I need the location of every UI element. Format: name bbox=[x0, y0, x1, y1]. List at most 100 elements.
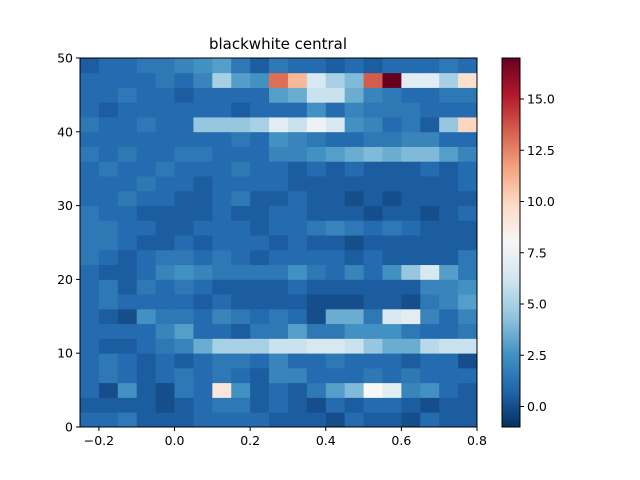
heatmap-cell bbox=[439, 102, 459, 118]
heatmap-cell bbox=[155, 146, 175, 162]
heatmap-cell bbox=[174, 279, 194, 295]
heatmap-cell bbox=[98, 146, 119, 162]
heatmap-cell bbox=[420, 146, 440, 162]
heatmap-cell bbox=[382, 249, 402, 266]
heatmap-cell bbox=[231, 382, 251, 398]
heatmap-cell bbox=[231, 367, 251, 384]
heatmap-cell bbox=[155, 353, 175, 369]
heatmap-cell bbox=[306, 279, 327, 295]
heatmap-cell bbox=[174, 190, 194, 206]
heatmap-cell bbox=[458, 308, 478, 325]
heatmap-cell bbox=[420, 117, 440, 133]
heatmap-cell bbox=[193, 249, 213, 266]
heatmap-cell bbox=[193, 205, 213, 221]
heatmap-cell bbox=[401, 176, 421, 192]
heatmap-cell bbox=[306, 117, 327, 133]
heatmap-cell bbox=[231, 294, 251, 310]
heatmap-cell bbox=[80, 397, 100, 413]
heatmap-cell bbox=[344, 323, 364, 339]
heatmap-cell bbox=[458, 87, 478, 103]
heatmap-cell bbox=[136, 338, 157, 354]
heatmap-cell bbox=[344, 353, 364, 369]
x-tick-label: 0.6 bbox=[391, 433, 411, 448]
heatmap-cell bbox=[155, 235, 175, 251]
heatmap-cell bbox=[155, 382, 175, 398]
chart-title: blackwhite central bbox=[209, 35, 347, 53]
heatmap-cell bbox=[212, 87, 232, 103]
heatmap-cell bbox=[155, 264, 175, 280]
heatmap-cell bbox=[439, 338, 459, 354]
heatmap-cell bbox=[344, 117, 364, 133]
heatmap-cell bbox=[287, 146, 308, 162]
heatmap-cell bbox=[250, 382, 270, 398]
heatmap-cell bbox=[117, 308, 138, 325]
heatmap-cell bbox=[269, 117, 289, 133]
heatmap-cell bbox=[136, 220, 157, 236]
heatmap-cell bbox=[193, 353, 213, 369]
heatmap-cell bbox=[439, 190, 459, 206]
heatmap-cell bbox=[174, 161, 194, 177]
heatmap-cell bbox=[382, 146, 402, 162]
heatmap-cell bbox=[98, 412, 119, 428]
heatmap-cell bbox=[401, 294, 421, 310]
heatmap-cell bbox=[250, 102, 270, 118]
heatmap-cell bbox=[401, 220, 421, 236]
heatmap-cell bbox=[458, 220, 478, 236]
heatmap-cell bbox=[363, 294, 383, 310]
heatmap-cell bbox=[325, 102, 346, 118]
heatmap-cell bbox=[325, 176, 346, 192]
heatmap-cell bbox=[117, 205, 138, 221]
heatmap-cell bbox=[325, 249, 346, 266]
heatmap-cell bbox=[401, 323, 421, 339]
heatmap-cell bbox=[98, 72, 119, 88]
heatmap-cell bbox=[382, 279, 402, 295]
heatmap-cell bbox=[306, 220, 327, 236]
x-tick-label: 0.2 bbox=[240, 433, 260, 448]
colorbar-tick-label: 0.0 bbox=[527, 399, 547, 414]
heatmap-cell bbox=[458, 323, 478, 339]
heatmap-cell bbox=[80, 279, 100, 295]
heatmap-cell bbox=[458, 338, 478, 354]
heatmap-cell bbox=[98, 323, 119, 339]
heatmap-cell bbox=[117, 397, 138, 413]
heatmap-cell bbox=[420, 367, 440, 384]
heatmap-cell bbox=[287, 412, 308, 428]
heatmap-cell bbox=[344, 264, 364, 280]
heatmap-cell bbox=[401, 249, 421, 266]
heatmap-cell bbox=[382, 131, 402, 147]
heatmap-cell bbox=[212, 235, 232, 251]
heatmap-cell bbox=[344, 235, 364, 251]
heatmap-cell bbox=[174, 72, 194, 88]
heatmap-cell bbox=[287, 117, 308, 133]
colorbar-tick-label: 12.5 bbox=[527, 143, 555, 158]
heatmap-cell bbox=[401, 235, 421, 251]
heatmap-cell bbox=[401, 367, 421, 384]
heatmap-cell bbox=[250, 412, 270, 428]
heatmap-cell bbox=[401, 131, 421, 147]
heatmap-cell bbox=[193, 294, 213, 310]
heatmap-cell bbox=[382, 176, 402, 192]
heatmap-cell bbox=[98, 264, 119, 280]
heatmap-cell bbox=[325, 235, 346, 251]
heatmap-cell bbox=[155, 412, 175, 428]
heatmap-cell bbox=[231, 131, 251, 147]
heatmap-cell bbox=[250, 190, 270, 206]
heatmap-cell bbox=[231, 161, 251, 177]
heatmap-cell bbox=[325, 72, 346, 88]
heatmap-cell bbox=[174, 146, 194, 162]
heatmap-cell bbox=[458, 279, 478, 295]
heatmap-cell bbox=[98, 353, 119, 369]
heatmap-cell bbox=[382, 264, 402, 280]
heatmap-cell bbox=[193, 161, 213, 177]
heatmap-cell bbox=[117, 131, 138, 147]
x-tick-label: −0.2 bbox=[84, 433, 114, 448]
heatmap-cell bbox=[231, 117, 251, 133]
heatmap-cell bbox=[174, 220, 194, 236]
heatmap-cell bbox=[439, 353, 459, 369]
x-tick-label: 0.0 bbox=[165, 433, 185, 448]
heatmap-cell bbox=[382, 412, 402, 428]
heatmap-cell bbox=[439, 176, 459, 192]
heatmap-cell bbox=[269, 146, 289, 162]
heatmap-cell bbox=[174, 412, 194, 428]
heatmap-cell bbox=[193, 87, 213, 103]
